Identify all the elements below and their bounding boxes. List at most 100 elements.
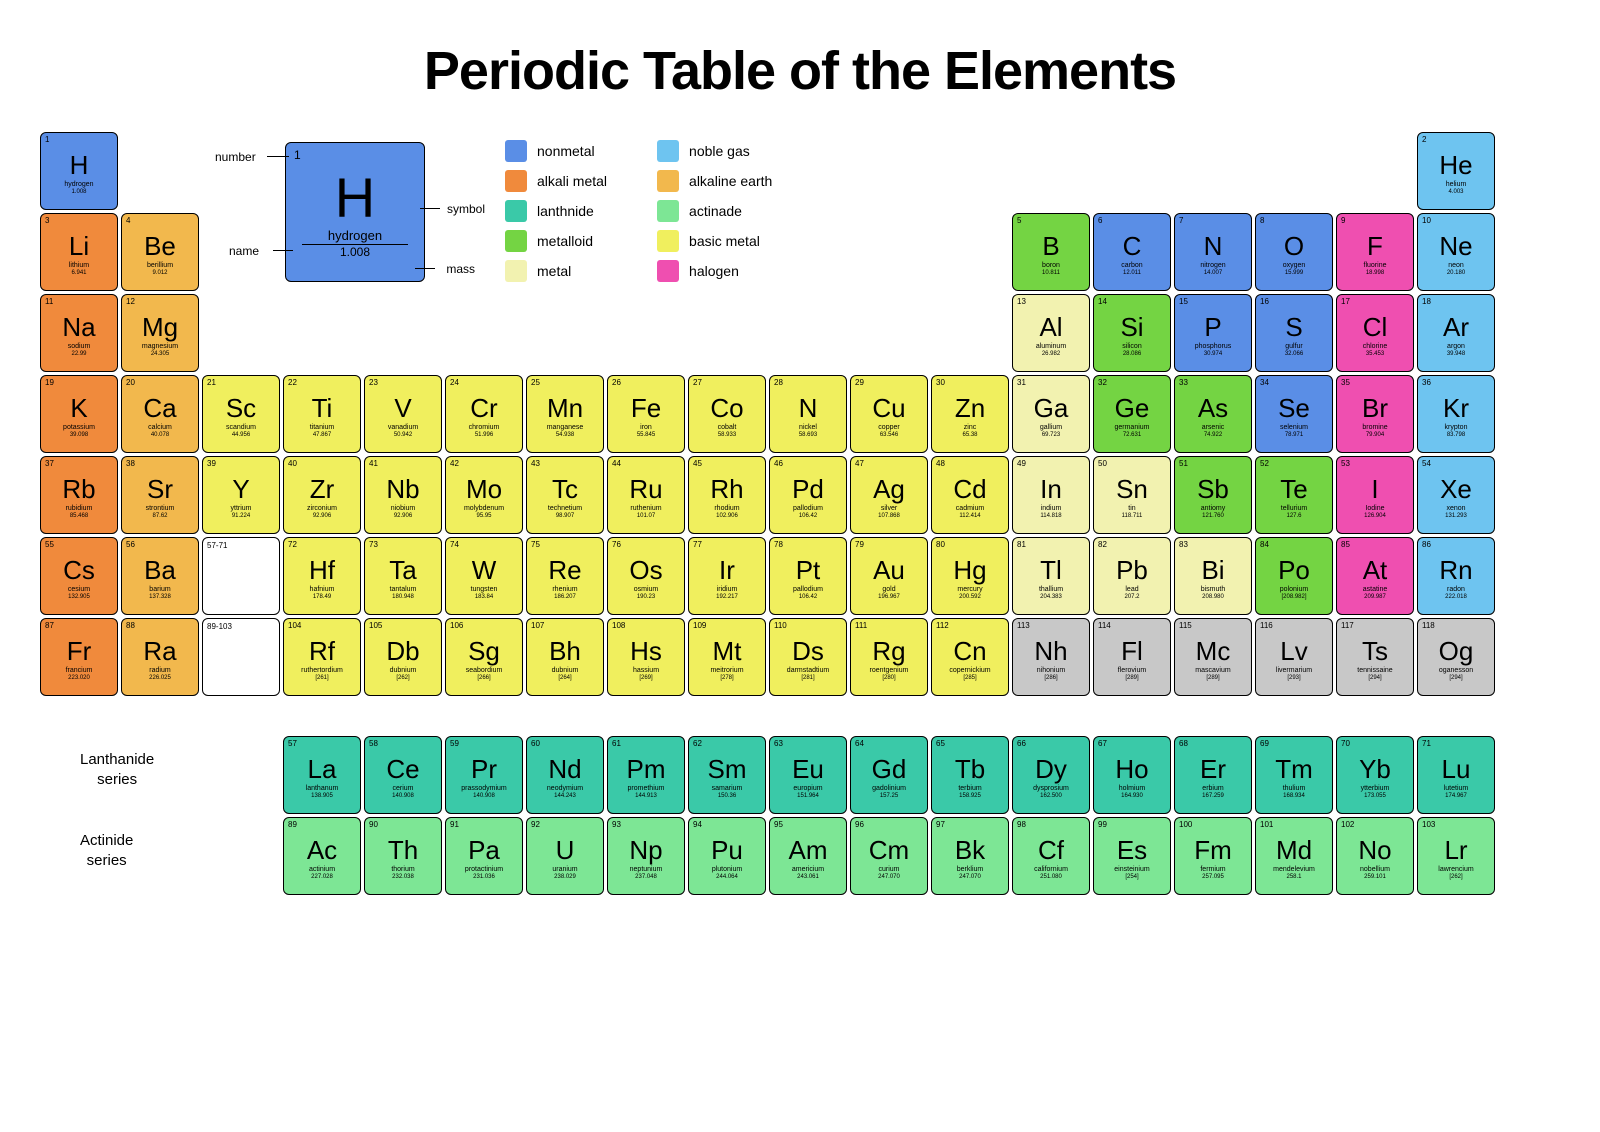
atomic-number: 4 <box>126 217 130 225</box>
element-name: calcium <box>148 424 172 431</box>
series-placeholder: 57-71 <box>202 537 280 615</box>
element-symbol: Tc <box>552 476 578 502</box>
element-mass: 72.631 <box>1123 432 1141 438</box>
element-mass: 32.066 <box>1285 351 1303 357</box>
legend-label: alkali metal <box>537 173 607 189</box>
element-mass: 226.025 <box>149 675 171 681</box>
atomic-number: 84 <box>1260 541 1269 549</box>
element-Dy: 66Dydysprosium162.500 <box>1012 736 1090 814</box>
element-Ra: 88Raradium226.025 <box>121 618 199 696</box>
key-sample: 1 H hydrogen 1.008 number symbol name ma… <box>285 142 425 282</box>
element-mass: 207.2 <box>1124 594 1139 600</box>
element-symbol: S <box>1285 314 1302 340</box>
element-name: gadolinium <box>872 785 906 792</box>
element-symbol: Sn <box>1116 476 1148 502</box>
element-S: 16Sgulfur32.066 <box>1255 294 1333 372</box>
element-mass: [281] <box>801 675 814 681</box>
atomic-number: 53 <box>1341 460 1350 468</box>
element-symbol: Hs <box>630 638 662 664</box>
swatch-icon <box>657 260 679 282</box>
element-mass: [269] <box>639 675 652 681</box>
atomic-number: 67 <box>1098 740 1107 748</box>
element-symbol: Ds <box>792 638 824 664</box>
element-mass: 186.207 <box>554 594 576 600</box>
element-name: aluminum <box>1036 343 1066 350</box>
element-symbol: Ta <box>389 557 416 583</box>
element-Lu: 71Lulutetium174.967 <box>1417 736 1495 814</box>
element-name: fluorine <box>1364 262 1387 269</box>
atomic-number: 108 <box>612 622 625 630</box>
element-Cs: 55Cscesium132.905 <box>40 537 118 615</box>
element-symbol: Np <box>629 837 662 863</box>
element-mass: 74.922 <box>1204 432 1222 438</box>
element-symbol: Db <box>386 638 419 664</box>
element-mass: 151.964 <box>797 793 819 799</box>
element-name: dubnium <box>552 667 579 674</box>
element-Lr: 103Lrlawrencium[262] <box>1417 817 1495 895</box>
element-mass: 118.711 <box>1122 513 1143 519</box>
element-mass: 35.453 <box>1366 351 1384 357</box>
element-Ne: 10Neneon20.180 <box>1417 213 1495 291</box>
element-name: flerovium <box>1118 667 1146 674</box>
element-Li: 3Lilithium6.941 <box>40 213 118 291</box>
element-name: nitrogen <box>1200 262 1225 269</box>
element-mass: 112.414 <box>959 513 980 519</box>
element-name: chromium <box>469 424 500 431</box>
element-name: protactinium <box>465 866 503 873</box>
element-name: europium <box>793 785 822 792</box>
element-symbol: Sm <box>708 756 747 782</box>
element-name: lutetium <box>1444 785 1469 792</box>
element-Np: 93Npneptunium237.048 <box>607 817 685 895</box>
atomic-number: 94 <box>693 821 702 829</box>
element-Al: 13Alaluminum26.982 <box>1012 294 1090 372</box>
atomic-number: 83 <box>1179 541 1188 549</box>
element-mass: 58.693 <box>799 432 817 438</box>
element-symbol: W <box>472 557 497 583</box>
element-name: bismuth <box>1201 586 1226 593</box>
element-P: 15Pphosphorus30.974 <box>1174 294 1252 372</box>
element-Db: 105Dbdubnium[262] <box>364 618 442 696</box>
element-mass: 167.259 <box>1202 793 1224 799</box>
element-Ga: 31Gagallium69.723 <box>1012 375 1090 453</box>
element-name: manganese <box>547 424 584 431</box>
element-mass: 137.328 <box>149 594 171 600</box>
element-Ar: 18Arargon39.948 <box>1417 294 1495 372</box>
atomic-number: 98 <box>1017 821 1026 829</box>
element-mass: 183.84 <box>475 594 493 600</box>
atomic-number: 55 <box>45 541 54 549</box>
atomic-number: 117 <box>1341 622 1354 630</box>
element-mass: 1.008 <box>71 189 86 195</box>
element-mass: [264] <box>558 675 571 681</box>
element-mass: 164.930 <box>1121 793 1143 799</box>
element-Cf: 98Cfcalifornium251.080 <box>1012 817 1090 895</box>
atomic-number: 19 <box>45 379 54 387</box>
element-mass: 65.38 <box>962 432 977 438</box>
element-mass: 173.055 <box>1364 793 1386 799</box>
element-mass: 132.905 <box>68 594 90 600</box>
element-Yb: 70Ybytterbium173.055 <box>1336 736 1414 814</box>
element-K: 19Kpotassium39.098 <box>40 375 118 453</box>
atomic-number: 70 <box>1341 740 1350 748</box>
atomic-number: 66 <box>1017 740 1026 748</box>
element-name: scandium <box>226 424 256 431</box>
atomic-number: 59 <box>450 740 459 748</box>
element-name: xenon <box>1446 505 1465 512</box>
main-grid: 1Hhydrogen1.0082Hehelium4.0033Lilithium6… <box>40 132 1560 696</box>
element-name: mercury <box>957 586 982 593</box>
element-Pr: 59Prprassodymium140.908 <box>445 736 523 814</box>
element-symbol: Gd <box>872 756 907 782</box>
element-name: californium <box>1034 866 1068 873</box>
element-name: astatine <box>1363 586 1388 593</box>
element-Ru: 44Ruruthenium101.07 <box>607 456 685 534</box>
element-mass: 79.904 <box>1366 432 1384 438</box>
element-symbol: Ga <box>1034 395 1069 421</box>
element-mass: 243.061 <box>797 874 819 880</box>
element-symbol: Hf <box>309 557 335 583</box>
element-symbol: U <box>556 837 575 863</box>
element-Cn: 112Cncopernickium[285] <box>931 618 1009 696</box>
atomic-number: 20 <box>126 379 135 387</box>
element-mass: 257.095 <box>1202 874 1224 880</box>
atomic-number: 77 <box>693 541 702 549</box>
element-name: meitrorium <box>710 667 743 674</box>
element-mass: 92.906 <box>394 513 412 519</box>
